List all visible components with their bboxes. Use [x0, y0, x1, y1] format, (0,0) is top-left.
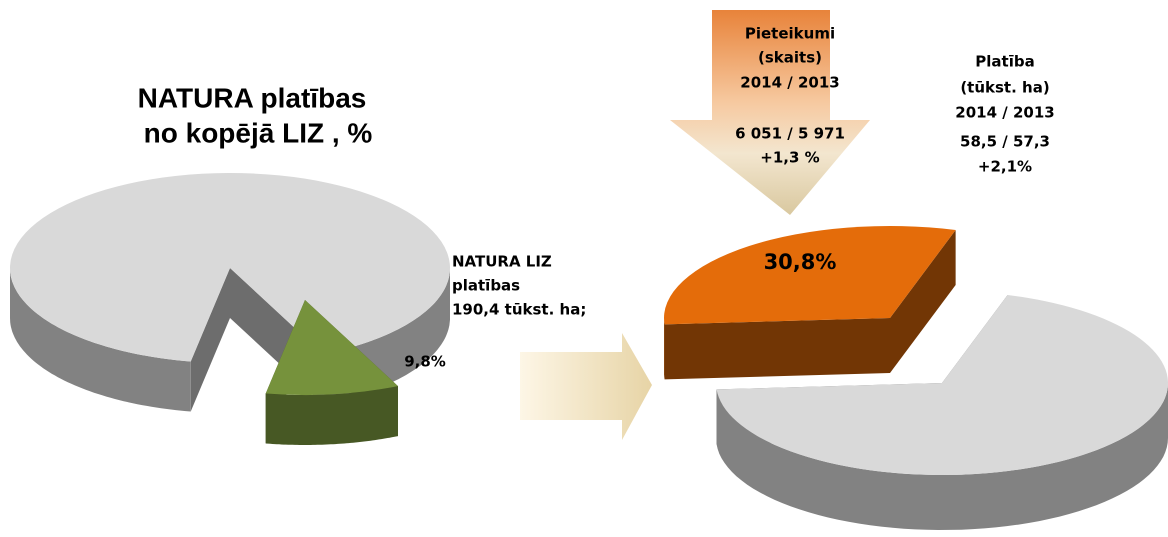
pie-slice: [716, 294, 1168, 475]
value-label: 9,8%: [404, 353, 446, 371]
pie-side: [10, 268, 191, 412]
annotation: 6 051 / 5 971: [735, 125, 845, 143]
annotation: +2,1%: [978, 158, 1032, 176]
annotation: 58,5 / 57,3: [960, 133, 1050, 151]
pie-side: [265, 386, 398, 445]
annotation: (skaits): [758, 49, 822, 67]
annotation: platības: [452, 277, 520, 295]
annotation: 2014 / 2013: [740, 74, 839, 92]
annotation: 2014 / 2013: [955, 104, 1054, 122]
pie-slice: [664, 226, 956, 325]
labels: 9,8% NATURA platības no kopējā LIZ , % 30,8…: [138, 25, 1055, 371]
pie-side: [664, 318, 890, 380]
chart-title: no kopējā LIZ , %: [144, 117, 373, 148]
pie-side: [664, 318, 665, 380]
pie-side: [890, 229, 956, 373]
value-label: 30,8%: [764, 250, 837, 274]
annotation: (tūkst. ha): [960, 79, 1049, 97]
pie-side: [716, 383, 1168, 530]
pie-slice: [9, 173, 450, 362]
annotation: NATURA LIZ: [452, 253, 552, 271]
pies: [9, 173, 1168, 530]
pie-slice: [265, 300, 398, 395]
right-arrow: [520, 333, 652, 440]
down-arrow: [670, 10, 870, 215]
pie-side: [190, 268, 230, 412]
annotation: Pieteikumi: [745, 25, 835, 43]
annotation: 190,4 tūkst. ha;: [452, 301, 586, 319]
annotation: Platība: [975, 53, 1034, 71]
chart-title: NATURA platības: [138, 82, 367, 113]
annotation: +1,3 %: [760, 149, 819, 167]
